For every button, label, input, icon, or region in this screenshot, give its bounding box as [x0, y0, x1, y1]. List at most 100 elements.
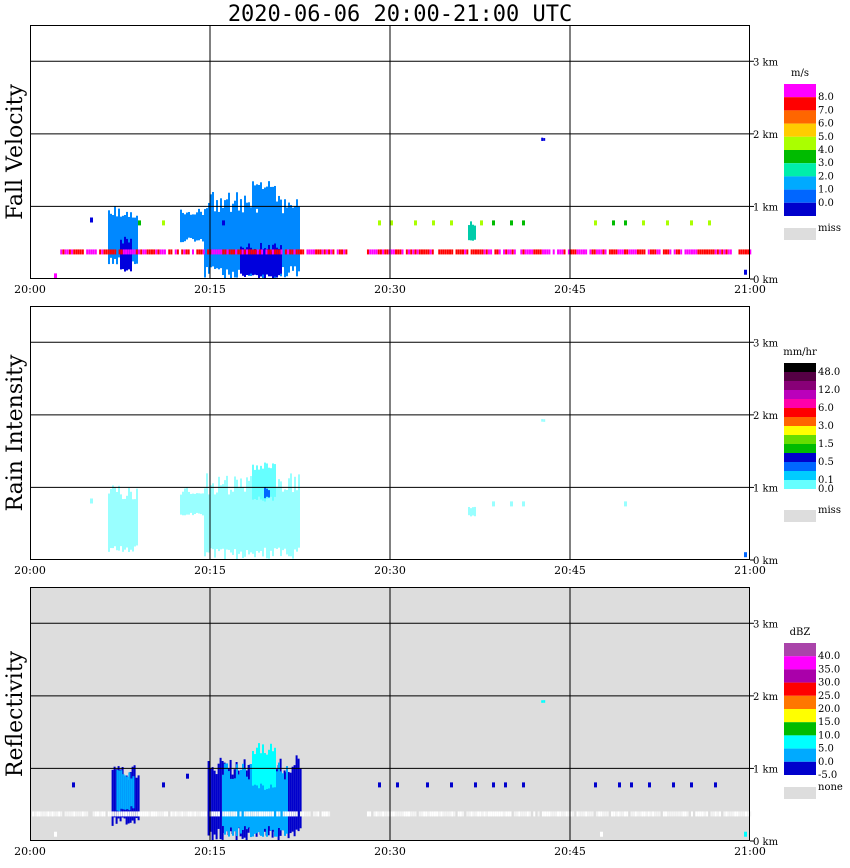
band-cell	[269, 249, 272, 255]
band-cell	[608, 249, 611, 255]
colorbar-swatch	[784, 669, 816, 683]
colorbar-swatch	[784, 417, 816, 426]
band-cell	[582, 249, 585, 255]
data-cell	[132, 499, 134, 552]
band-cell	[397, 811, 400, 817]
colorbar-unit: m/s	[791, 68, 809, 79]
x-tick-label: 20:30	[374, 845, 406, 858]
colorbar-missing-swatch	[784, 510, 816, 522]
band-cell	[412, 249, 415, 255]
band-cell	[379, 811, 382, 817]
data-cell	[256, 747, 258, 786]
band-cell	[446, 249, 449, 255]
data-cell	[294, 206, 296, 267]
data-cell	[287, 772, 290, 839]
data-cell	[236, 764, 238, 837]
data-cell	[268, 490, 270, 498]
band-cell	[79, 811, 82, 817]
band-cell	[150, 249, 153, 255]
band-cell	[695, 249, 698, 255]
data-point	[510, 220, 513, 226]
band-cell	[187, 249, 190, 255]
data-points	[54, 217, 747, 279]
data-cell	[272, 463, 274, 501]
band-cell	[371, 249, 374, 255]
band-cell	[697, 249, 700, 255]
colorbar-label: 0.0	[818, 198, 834, 209]
band-cell	[81, 811, 84, 817]
data-cell	[120, 239, 122, 270]
band-cell	[481, 811, 484, 817]
data-cell	[266, 481, 268, 559]
band-cell	[466, 811, 469, 817]
band-cell	[749, 811, 752, 817]
data-cell	[280, 245, 282, 274]
band-cell	[252, 811, 255, 817]
x-tick-label: 20:15	[194, 283, 226, 296]
band-cell	[561, 249, 564, 255]
band-cell	[153, 249, 156, 255]
noise-band	[32, 811, 752, 817]
data-cell	[218, 476, 220, 552]
band-cell	[293, 249, 296, 255]
band-cell	[446, 811, 449, 817]
colorbar-label: 2.0	[818, 171, 834, 182]
band-cell	[483, 811, 486, 817]
band-cell	[742, 811, 745, 817]
band-cell	[464, 249, 467, 255]
data-cell	[180, 494, 182, 515]
band-cell	[332, 249, 335, 255]
data-cell	[204, 209, 206, 278]
band-cell	[576, 811, 579, 817]
band-cell	[241, 249, 244, 255]
band-cell	[157, 811, 160, 817]
data-cell	[250, 247, 252, 274]
data-cell	[264, 487, 266, 499]
band-cell	[496, 811, 499, 817]
band-cell	[544, 249, 547, 255]
band-cell	[563, 811, 566, 817]
band-cell	[554, 811, 557, 817]
y-tick-label: 3 km	[753, 338, 779, 349]
band-cell	[736, 811, 739, 817]
data-cell	[258, 743, 260, 789]
data-cell	[270, 743, 272, 785]
data-cell	[284, 199, 286, 278]
band-cell	[403, 811, 406, 817]
band-cell	[693, 249, 696, 255]
colorbar-swatch	[784, 123, 816, 137]
band-cell	[375, 249, 378, 255]
x-tick-label: 21:00	[734, 283, 766, 296]
band-cell	[479, 811, 482, 817]
band-cell	[172, 811, 175, 817]
data-cell	[216, 200, 218, 269]
data-point	[432, 220, 435, 226]
band-cell	[490, 811, 493, 817]
band-cell	[105, 249, 108, 255]
data-cell	[238, 774, 240, 828]
data-cell	[216, 492, 218, 549]
band-cell	[408, 811, 410, 817]
colorbar-label: 3.0	[818, 421, 834, 432]
band-cell	[129, 249, 132, 255]
band-cell	[217, 811, 220, 817]
data-region	[204, 472, 300, 560]
band-cell	[92, 811, 95, 817]
band-cell	[690, 249, 693, 255]
colorbar-missing-label: miss	[818, 505, 841, 516]
x-tick-label: 20:00	[14, 283, 46, 296]
data-cell	[136, 215, 138, 264]
data-cell	[272, 244, 274, 279]
data-cell	[266, 762, 268, 837]
data-cell	[256, 184, 258, 209]
band-cell	[567, 811, 570, 817]
data-cell	[130, 212, 132, 260]
band-cell	[682, 811, 685, 817]
band-cell	[323, 249, 326, 255]
y-tick-label: 3 km	[753, 619, 779, 630]
band-cell	[615, 811, 618, 817]
data-cell	[272, 200, 274, 277]
band-cell	[86, 249, 89, 255]
band-cell	[146, 811, 149, 817]
band-cell	[382, 249, 385, 255]
